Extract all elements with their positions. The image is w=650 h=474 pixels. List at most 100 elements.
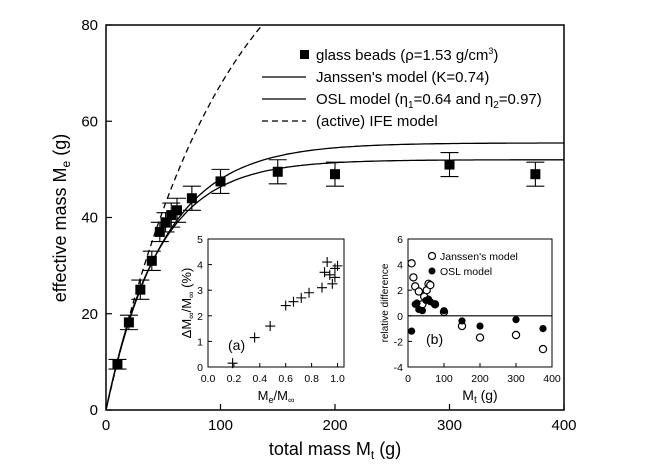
main-y-tick-label: 0: [90, 402, 98, 419]
inset-b-janssen-point: [414, 287, 423, 296]
inset-a-y-tick-label: 5: [197, 234, 203, 246]
inset-b-plot: 0 100 200 300 400 -4 -2 0 2 4 6: [394, 234, 561, 385]
inset-a-data-point: [288, 296, 299, 307]
inset-a-data-point: [280, 300, 291, 311]
main-x-tick-label: 100: [208, 417, 233, 434]
inset-b-x-tick-label: 200: [471, 373, 489, 385]
main-data-point: [123, 317, 134, 328]
inset-a-panel-label: (a): [228, 337, 245, 353]
inset-a-y-tick-label: 2: [197, 311, 203, 323]
inset-b-osl-point: [476, 322, 484, 330]
inset-b-x-tick-label: 0: [405, 373, 411, 385]
inset-b-y-tick-label: -2: [394, 336, 403, 348]
main-data-point: [135, 284, 146, 295]
main-data-point: [530, 169, 541, 180]
inset-a-data-point: [329, 272, 340, 283]
inset-a-x-tick-label: 0.8: [304, 373, 319, 385]
inset-a-data-point: [324, 269, 335, 280]
inset-a-x-tick-label: 1.0: [330, 373, 345, 385]
main-data-point: [171, 205, 182, 216]
main-series-curve-ife: [106, 25, 264, 410]
inset-a-x-tick-label: 0.6: [278, 373, 293, 385]
main-data-point: [166, 210, 177, 221]
inset-a-data-point: [322, 257, 333, 268]
inset-a-data-point: [329, 263, 340, 274]
main-legend: glass beads (ρ=1.53 g/cm3) Janssen's mod…: [262, 46, 542, 130]
main-data-point: [444, 159, 455, 170]
inset-b-janssen-point: [426, 280, 435, 290]
inset-b-janssen-point: [538, 344, 548, 354]
inset-b-x-tick-label: 100: [435, 373, 453, 385]
main-x-tick-label: 400: [551, 417, 576, 434]
inset-b-osl-point: [512, 316, 520, 324]
inset-b-osl-point: [431, 300, 439, 308]
inset-b-x-tick-label: 400: [543, 373, 561, 385]
inset-a-y-tick-label: 4: [197, 260, 203, 272]
main-data-point: [146, 255, 157, 266]
inset-a-frame: [207, 238, 345, 368]
main-data-point: [160, 217, 171, 228]
inset-b-janssen-point: [475, 333, 485, 342]
inset-b-x-axis-label: Mt (g): [462, 387, 497, 406]
inset-a-data-point: [316, 282, 327, 293]
inset-a-data-point: [265, 321, 276, 332]
inset-b-osl-point: [418, 307, 426, 315]
inset-b-y-axis-label: relative difference: [380, 263, 391, 342]
inset-b-y-tick-label: 2: [397, 285, 403, 297]
main-data-point: [272, 166, 283, 177]
inset-b-janssen-point: [511, 330, 521, 340]
inset-a-data-point: [332, 260, 343, 271]
inset-b-janssen-point: [409, 273, 418, 282]
main-y-tick-label: 40: [81, 210, 98, 227]
inset-a-data-point: [227, 358, 238, 369]
main-data-point: [112, 359, 123, 370]
inset-a-data-point: [319, 267, 330, 278]
inset-b-x-tick-label: 300: [507, 373, 525, 385]
legend-marker-glass-beads: [300, 50, 309, 59]
inset-b-legend-entry-janssen: Janssen's model: [440, 251, 518, 263]
legend-entry-glass-beads: glass beads (ρ=1.53 g/cm3): [316, 46, 498, 64]
inset-b-y-tick-label: 0: [397, 311, 403, 323]
main-x-tick-label: 300: [437, 417, 462, 434]
main-x-tick-label: 200: [322, 417, 347, 434]
inset-a-x-axis-label: Me/M∞: [258, 388, 295, 405]
inset-b-y-tick-label: 6: [397, 234, 403, 246]
inset-a-data-point: [296, 292, 307, 303]
inset-b-legend: Janssen's model OSL model: [427, 251, 518, 278]
inset-b-legend-entry-osl: OSL model: [440, 266, 492, 278]
inset-a-y-tick-label: 0: [197, 362, 203, 374]
legend-entry-osl: OSL model (η1=0.64 and η2=0.97): [316, 91, 542, 111]
legend-entry-janssen: Janssen's model (K=0.74): [316, 69, 489, 86]
inset-a-y-tick-label: 1: [197, 336, 203, 348]
inset-a-data-point: [304, 287, 315, 298]
inset-a-data-point: [249, 332, 260, 343]
inset-b-panel-label: (b): [426, 331, 443, 347]
inset-a-x-tick-label: 0.2: [227, 373, 242, 385]
inset-b-legend-marker-janssen: [427, 251, 437, 261]
inset-b-osl-point: [413, 299, 421, 307]
main-y-tick-label: 80: [81, 17, 98, 34]
inset-a-background: [206, 237, 346, 369]
main-x-axis-label: total mass Mt (g): [269, 439, 401, 462]
inset-b-osl-point: [539, 325, 547, 333]
inset-b-y-tick-label: -4: [394, 362, 403, 374]
inset-a-x-tick-label: 0.4: [253, 373, 268, 385]
inset-a-x-tick-label: 0.0: [201, 373, 216, 385]
inset-b-janssen-point: [407, 259, 416, 268]
main-data-point: [186, 193, 197, 204]
inset-b-legend-marker-osl: [428, 267, 436, 275]
inset-a-y-tick-label: 3: [197, 285, 203, 297]
inset-b-osl-point: [458, 317, 466, 325]
main-x-tick-label: 0: [102, 417, 110, 434]
main-y-tick-label: 60: [81, 113, 98, 130]
main-y-axis-label: effective mass Me (g): [50, 134, 73, 302]
inset-a-plot: 0.0 0.2 0.4 0.6 0.8 1.0 0 1 2 3 4 5: [197, 234, 345, 385]
legend-entry-ife: (active) IFE model: [316, 113, 438, 130]
inset-a-data-point: [327, 278, 338, 289]
main-series-curve-osl: [106, 142, 564, 410]
main-data-point: [330, 169, 340, 180]
inset-b-y-tick-label: 4: [397, 260, 403, 272]
inset-b-osl-point: [440, 307, 448, 315]
main-y-tick-label: 20: [81, 306, 98, 323]
